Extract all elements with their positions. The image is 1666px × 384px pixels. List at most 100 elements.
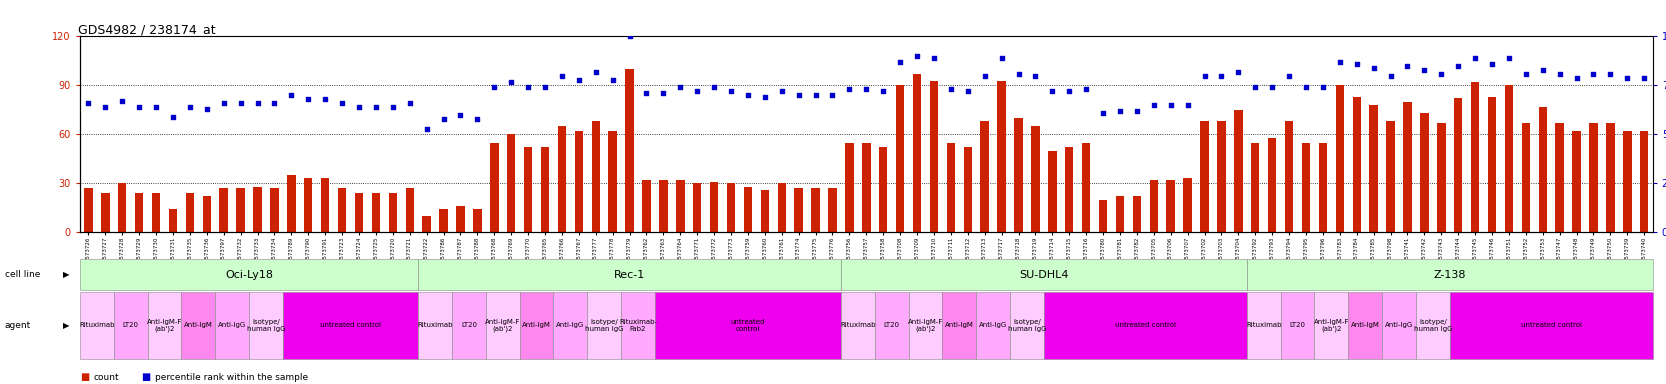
Point xyxy=(227,100,253,106)
Bar xyxy=(1403,102,1411,232)
Point xyxy=(1175,102,1201,108)
Bar xyxy=(1438,123,1446,232)
Text: cell line: cell line xyxy=(5,270,40,279)
Bar xyxy=(338,188,347,232)
Point xyxy=(1276,73,1303,79)
Bar xyxy=(135,193,143,232)
Bar xyxy=(811,188,820,232)
Point xyxy=(1005,71,1031,77)
Bar xyxy=(118,184,127,232)
Text: Anti-IgM-F
(ab')2: Anti-IgM-F (ab')2 xyxy=(1314,319,1349,332)
Point xyxy=(413,126,440,132)
Bar xyxy=(102,193,110,232)
Text: LT20: LT20 xyxy=(1289,323,1306,328)
Text: Rituximab: Rituximab xyxy=(418,323,453,328)
Point xyxy=(1106,108,1133,114)
Bar xyxy=(1589,123,1598,232)
Text: ■: ■ xyxy=(80,372,90,382)
Bar xyxy=(1386,121,1394,232)
Point xyxy=(735,92,761,98)
Text: Isotype/
human IgG: Isotype/ human IgG xyxy=(1008,319,1046,332)
Bar xyxy=(1268,138,1276,232)
Point xyxy=(278,92,305,98)
Bar xyxy=(861,142,871,232)
Bar xyxy=(1015,118,1023,232)
Point xyxy=(1241,84,1268,91)
Point xyxy=(1529,67,1556,73)
Text: Anti-IgM-F
(ab')2: Anti-IgM-F (ab')2 xyxy=(908,319,943,332)
Point xyxy=(1056,88,1083,94)
Point xyxy=(1546,71,1573,77)
Point xyxy=(1394,63,1421,69)
Bar xyxy=(440,210,448,232)
Text: ▶: ▶ xyxy=(63,321,70,330)
Point xyxy=(1040,88,1066,94)
Point xyxy=(1614,74,1641,81)
Bar xyxy=(1065,147,1073,232)
Bar xyxy=(930,81,938,232)
Bar xyxy=(1336,86,1344,232)
Point xyxy=(1259,84,1286,91)
Bar xyxy=(591,121,600,232)
Bar xyxy=(168,210,177,232)
Bar xyxy=(761,190,770,232)
Point xyxy=(465,116,491,122)
Point xyxy=(836,86,863,93)
Bar xyxy=(541,147,550,232)
Bar xyxy=(1251,142,1259,232)
Bar xyxy=(322,179,330,232)
Bar xyxy=(1573,131,1581,232)
Point xyxy=(683,88,710,94)
Point xyxy=(75,100,102,106)
Text: untreated control: untreated control xyxy=(1115,323,1176,328)
Text: Rituximab-
Fab2: Rituximab- Fab2 xyxy=(620,319,656,332)
Bar xyxy=(998,81,1006,232)
Point xyxy=(481,84,508,91)
Text: Anti-IgM: Anti-IgM xyxy=(521,323,551,328)
Point xyxy=(92,104,118,110)
Point xyxy=(616,33,643,40)
Point xyxy=(1123,108,1150,114)
Bar xyxy=(795,188,803,232)
Bar xyxy=(355,193,363,232)
Bar xyxy=(1048,151,1056,232)
Bar xyxy=(1521,123,1529,232)
Point xyxy=(177,104,203,110)
Bar xyxy=(1639,131,1648,232)
Point xyxy=(1361,65,1388,71)
Bar xyxy=(660,180,668,232)
Bar xyxy=(253,187,262,232)
Bar xyxy=(1100,200,1108,232)
Point xyxy=(548,73,575,79)
Point xyxy=(160,114,187,120)
Point xyxy=(768,88,795,94)
Point xyxy=(430,116,456,122)
Bar xyxy=(1133,197,1141,232)
Bar xyxy=(1081,142,1090,232)
Bar xyxy=(1538,107,1548,232)
Text: ▶: ▶ xyxy=(63,270,70,279)
Text: Anti-IgG: Anti-IgG xyxy=(1384,323,1413,328)
Point xyxy=(886,59,913,65)
Point xyxy=(820,92,846,98)
Point xyxy=(1343,61,1369,67)
Bar xyxy=(1471,82,1479,232)
Bar xyxy=(1319,142,1328,232)
Bar xyxy=(1556,123,1564,232)
Text: LT20: LT20 xyxy=(461,323,476,328)
Point xyxy=(1444,63,1471,69)
Point xyxy=(312,96,338,102)
Point xyxy=(1496,55,1523,61)
Point xyxy=(363,104,390,110)
Text: untreated
control: untreated control xyxy=(731,319,765,332)
Text: LT20: LT20 xyxy=(123,323,138,328)
Point xyxy=(583,69,610,75)
Bar xyxy=(946,142,955,232)
Text: Rec-1: Rec-1 xyxy=(615,270,645,280)
Text: Rituximab: Rituximab xyxy=(840,323,876,328)
Bar xyxy=(85,188,93,232)
Bar xyxy=(270,188,278,232)
Point xyxy=(1428,71,1454,77)
Point xyxy=(143,104,170,110)
Bar xyxy=(388,193,397,232)
